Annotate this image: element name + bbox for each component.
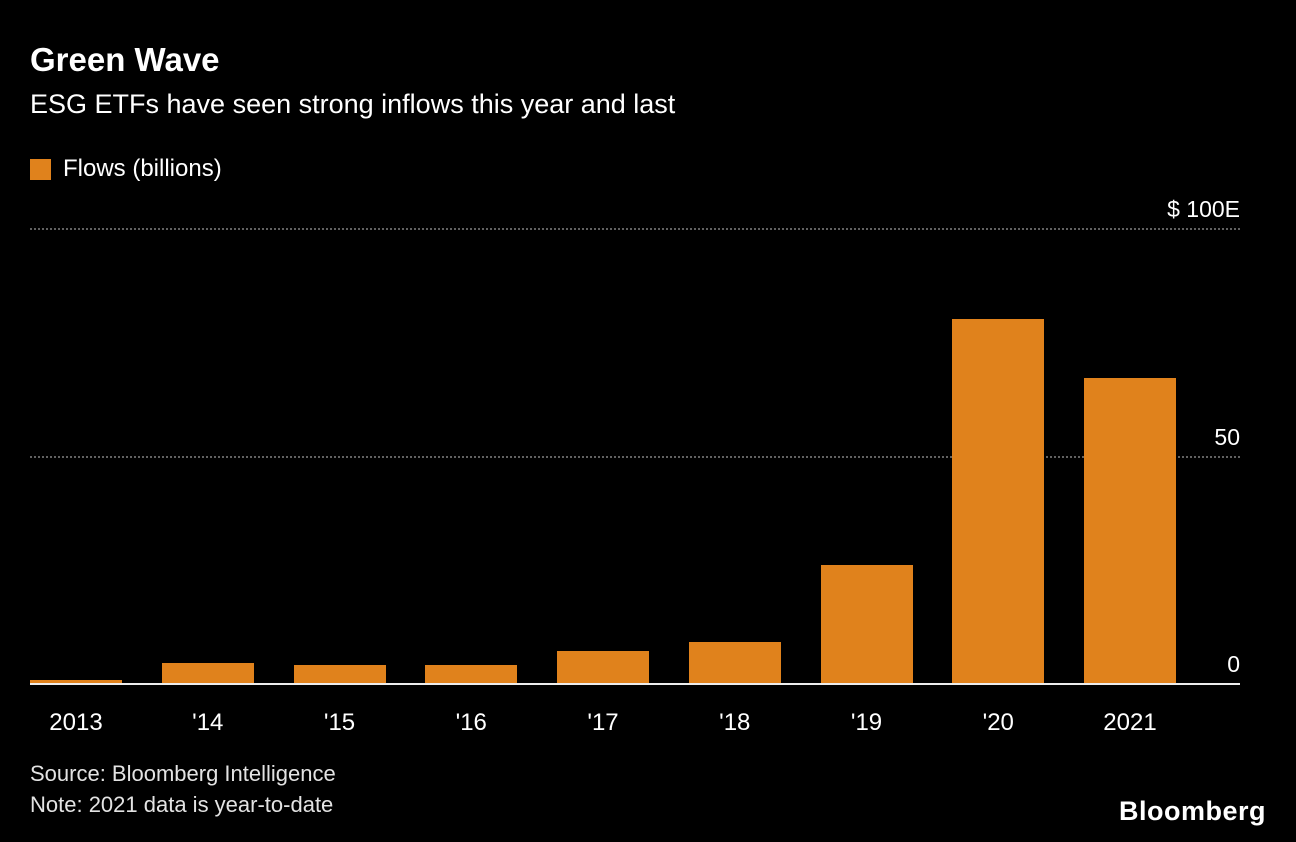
- x-tick-label-20: '20: [982, 709, 1014, 736]
- bar-18: [688, 642, 781, 683]
- y-tick-label-0: 0: [1227, 651, 1240, 677]
- gridline-50: [30, 455, 1240, 458]
- x-axis-baseline: [30, 683, 1240, 685]
- bar-15: [293, 664, 386, 683]
- legend: Flows (billions): [30, 155, 222, 183]
- chart-subtitle: ESG ETFs have seen strong inflows this y…: [30, 89, 676, 119]
- y-tick-label-50: 50: [1214, 423, 1240, 450]
- bar-19: [820, 564, 913, 683]
- x-tick-label-14: '14: [192, 709, 224, 736]
- x-tick-label-19: '19: [850, 709, 883, 736]
- x-tick-label-15: '15: [323, 709, 356, 736]
- legend-swatch-icon: [30, 158, 51, 180]
- bar-2013: [30, 679, 122, 683]
- bar-chart-plot-area: $ 100E 50 0 2013 '14 '15 '16 '17 '18 '19 '20 2021: [30, 198, 1240, 735]
- bar-14: [161, 662, 254, 683]
- y-tick-label-100: $ 100E: [1167, 196, 1240, 222]
- x-tick-label-17: '17: [587, 709, 619, 736]
- legend-label: Flows (billions): [63, 155, 222, 182]
- x-tick-label-18: '18: [719, 709, 751, 736]
- bar-20: [952, 319, 1045, 683]
- gridline-100: [30, 228, 1240, 230]
- bloomberg-logo: Bloomberg: [1118, 796, 1266, 826]
- note-text: Note: 2021 data is year-to-date: [30, 792, 334, 817]
- x-tick-label-2013: 2013: [49, 709, 103, 736]
- x-tick-label-2021: 2021: [1103, 709, 1157, 736]
- bar-17: [557, 651, 649, 683]
- x-tick-label-16: '16: [455, 709, 487, 736]
- chart-title: Green Wave: [30, 41, 220, 78]
- footer: Source: Bloomberg Intelligence Note: 202…: [30, 758, 336, 820]
- bar-2021: [1084, 378, 1176, 683]
- source-text: Source: Bloomberg Intelligence: [30, 761, 336, 786]
- bar-16: [425, 664, 518, 683]
